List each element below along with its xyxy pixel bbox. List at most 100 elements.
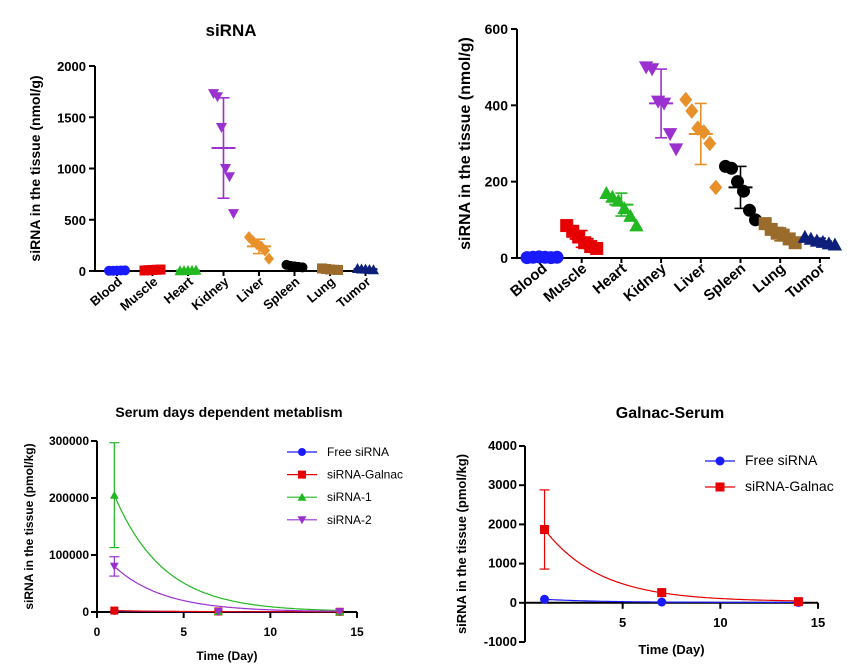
x-tick-label: 10	[264, 625, 278, 639]
data-point	[368, 264, 379, 275]
y-tick-label: 500	[64, 213, 86, 228]
legend-marker	[297, 492, 307, 501]
x-tick-label: 5	[180, 625, 187, 639]
legend-marker	[297, 516, 307, 525]
series-curve	[113, 494, 340, 612]
y-axis-label: siRNA in the tissue (nmol/g)	[27, 75, 43, 261]
y-tick-label: 400	[485, 97, 509, 113]
data-point	[109, 490, 119, 499]
data-point	[788, 236, 802, 250]
legend-label: siRNA-2	[327, 513, 372, 527]
x-tick-label: Muscle	[117, 274, 160, 314]
chart-title: siRNA	[205, 21, 256, 40]
y-tick-label: 600	[485, 21, 509, 37]
legend-item: siRNA-Galnac	[287, 468, 403, 482]
data-point	[662, 128, 678, 142]
data-point	[335, 608, 345, 617]
data-point	[611, 193, 626, 207]
y-tick-label: 300000	[49, 434, 89, 448]
data-point	[216, 123, 227, 133]
scatter-chart-1: siRNA 0 500 1000 1500 2000 siRNA in the tissue…	[27, 21, 379, 314]
legend-item: siRNA-1	[287, 490, 372, 504]
x-tick-label: 5	[619, 615, 626, 630]
y-tick-label: 2000	[488, 516, 517, 531]
y-tick-label: 0	[500, 250, 508, 266]
y-axis-label: siRNA in the tissue (nmol/g)	[457, 37, 474, 250]
y-tick-label: -1000	[484, 634, 517, 649]
legend-item: Free siRNA	[287, 445, 389, 459]
x-tick-label: Tumor	[783, 260, 829, 302]
y-tick-label: 200	[485, 174, 509, 190]
data-point	[703, 135, 717, 152]
series-curve	[544, 529, 799, 602]
data-point	[550, 250, 564, 264]
legend-label: Free siRNA	[327, 445, 389, 459]
x-tick-label: Lung	[304, 274, 338, 306]
data-point	[617, 201, 632, 215]
chart-title: Serum days dependent metablism	[115, 404, 342, 420]
data-point	[629, 218, 644, 232]
data-point	[644, 63, 660, 77]
x-tick-label: Muscle	[540, 260, 590, 306]
chart-title: Galnac-Serum	[616, 405, 724, 422]
y-tick-label: 1000	[57, 162, 86, 177]
y-tick-label: 1000	[488, 556, 517, 571]
y-tick-label: 1500	[57, 110, 86, 125]
data-point	[709, 179, 723, 196]
y-tick-label: 0	[82, 605, 89, 619]
series-curve	[114, 610, 340, 613]
data-point	[333, 264, 343, 275]
x-tick-label: Kidney	[189, 273, 232, 313]
data-point	[731, 175, 744, 189]
data-point	[155, 264, 166, 275]
data-point	[737, 184, 750, 198]
y-tick-label: 2000	[57, 59, 86, 74]
legend-marker	[298, 448, 306, 456]
x-tick-label: 15	[350, 625, 364, 639]
legend-label: siRNA-1	[327, 490, 372, 504]
data-point	[224, 172, 235, 183]
data-point	[540, 524, 550, 534]
y-axis-label: siRNA in the tissue (pmol/kg)	[454, 454, 469, 634]
data-point	[725, 161, 738, 175]
x-tick-label: 15	[811, 615, 825, 630]
data-point	[657, 597, 667, 607]
data-point	[793, 597, 803, 607]
data-point	[685, 103, 699, 119]
data-point	[697, 124, 711, 140]
x-axis-label: Time (Day)	[196, 649, 257, 663]
y-tick-label: 3000	[488, 477, 517, 492]
data-point	[679, 91, 693, 108]
data-point	[656, 97, 672, 111]
x-tick-label: Spleen	[700, 260, 749, 305]
x-tick-label: Tumor	[334, 274, 374, 311]
line-chart-3: Serum days dependent metablism 0 100000 200…	[22, 404, 403, 663]
data-point	[190, 264, 202, 275]
x-tick-label: 0	[94, 625, 101, 639]
legend-label: siRNA-Galnac	[745, 478, 834, 494]
line-chart-4: Galnac-Serum -1000 0 1000 2000 3000 4000 5 10 15 T…	[454, 405, 834, 657]
data-point	[668, 143, 684, 157]
data-point	[212, 92, 223, 103]
legend-marker	[298, 470, 306, 479]
y-tick-label: 100000	[49, 548, 89, 562]
x-tick-label: Kidney	[620, 260, 670, 306]
data-point	[540, 594, 550, 604]
data-point	[228, 209, 239, 220]
legend-marker	[715, 482, 725, 492]
legend-label: Free siRNA	[745, 452, 818, 468]
legend-marker	[715, 456, 725, 466]
data-point	[827, 237, 843, 251]
series-curve	[113, 565, 340, 612]
legend-item: siRNA-2	[287, 513, 372, 527]
data-point	[260, 244, 270, 257]
data-point	[297, 262, 308, 273]
data-point	[120, 265, 130, 276]
x-tick-label: 10	[713, 615, 727, 630]
series-curve	[544, 598, 799, 603]
data-point	[213, 607, 223, 616]
legend-item: Free siRNA	[705, 452, 818, 468]
legend-label: siRNA-Galnac	[327, 468, 403, 482]
y-axis-label: siRNA in the tissue (pmol/kg)	[22, 443, 36, 609]
data-point	[743, 203, 756, 217]
